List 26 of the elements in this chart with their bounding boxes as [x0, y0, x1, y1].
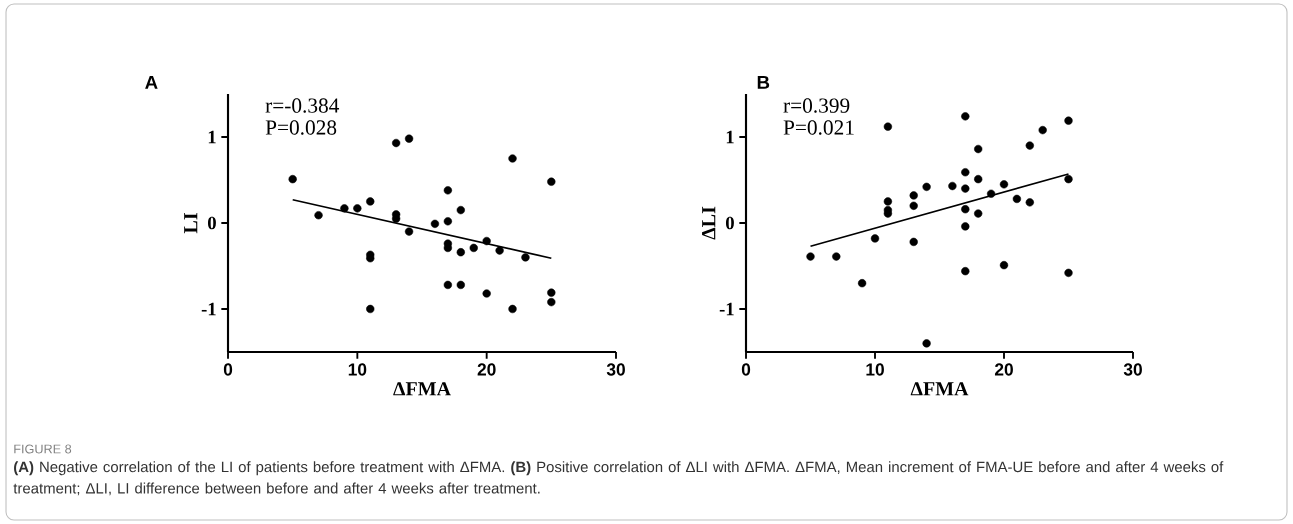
- text: (A) Negative correlation of the LI of patients before treatment with ΔFMA. (B) Positive correlation of ΔLI with ΔFMA. ΔFMA, Mean increment of FMA-UE before and after 4 weeks of treatment; ΔLI, LI difference between before and after 4 weeks after treatment.: [13, 461, 1224, 496]
- x-tick-label: 20: [477, 363, 496, 376]
- x-tick-label: 20: [994, 363, 1013, 376]
- y-tick-label: -1: [719, 302, 734, 316]
- x-tick-label: 30: [1123, 363, 1142, 376]
- x-axis-title: ΔFMA: [393, 382, 451, 396]
- x-tick-label: 10: [348, 363, 367, 376]
- text: A: [145, 75, 158, 89]
- y-tick-label: 1: [726, 130, 734, 144]
- x-axis-title: ΔFMA: [910, 382, 969, 396]
- y-tick-label: 0: [208, 216, 216, 230]
- x-tick-label: 10: [866, 363, 884, 376]
- y-tick-label: -1: [201, 302, 216, 316]
- y-axis-title: ΔLI: [702, 206, 716, 240]
- x-tick-label: 0: [741, 363, 751, 376]
- annotation: r=-0.384: [265, 98, 340, 113]
- y-tick-label: 0: [726, 216, 734, 230]
- y-tick-label: 1: [208, 130, 216, 144]
- x-tick-label: 30: [606, 363, 625, 376]
- annotation: r=0.399: [783, 98, 850, 113]
- annotation: P=0.028: [265, 120, 337, 135]
- caption: FIGURE 8: [14, 444, 72, 454]
- y-axis-title: LI: [184, 213, 198, 234]
- x-tick-label: 0: [223, 363, 233, 376]
- annotation: P=0.021: [783, 120, 854, 135]
- text: B: [757, 75, 770, 89]
